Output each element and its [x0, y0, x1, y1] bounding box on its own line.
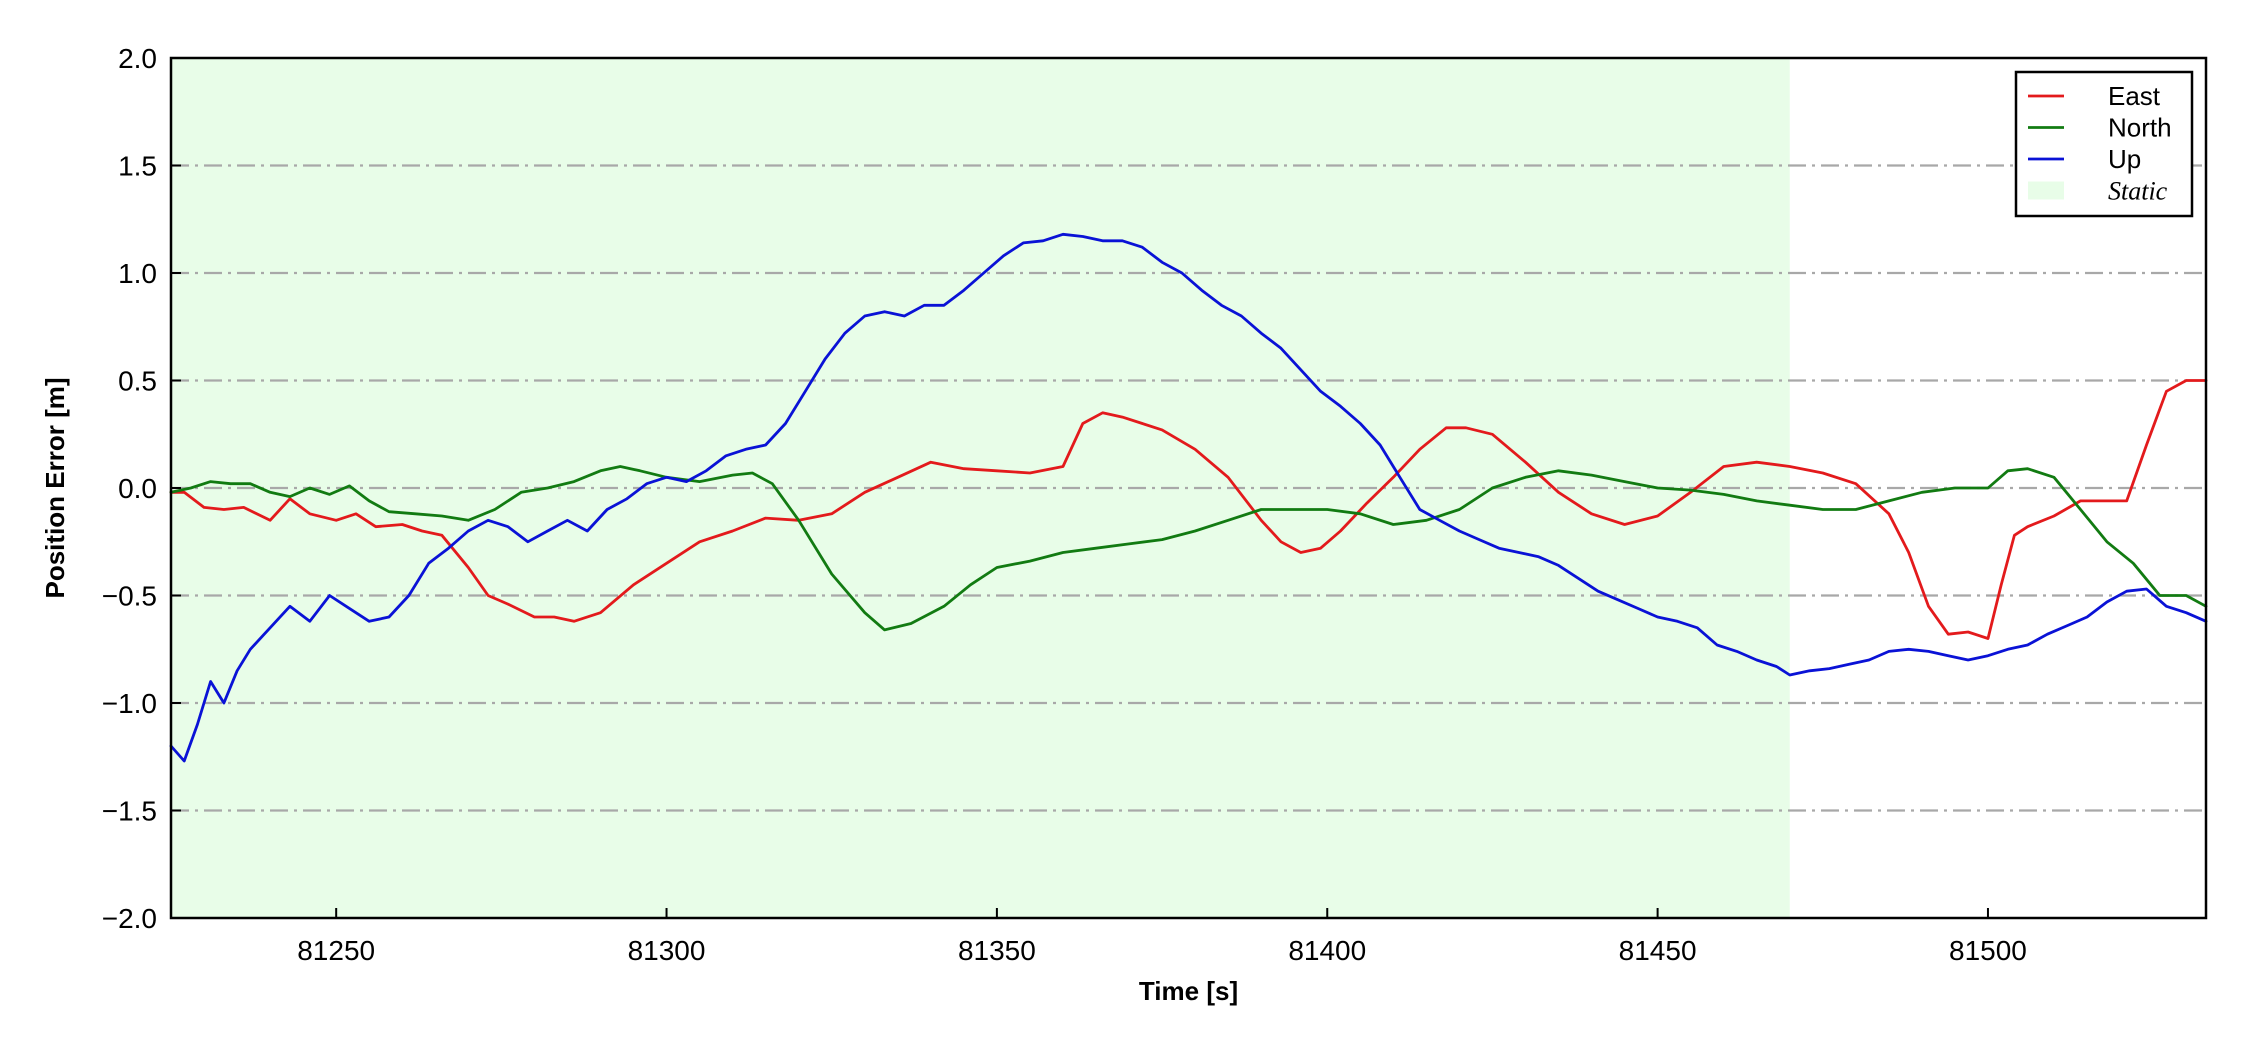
y-tick-label: −1.5 — [102, 796, 157, 827]
x-tick-label: 81300 — [628, 935, 706, 966]
y-tick-label: −1.0 — [102, 688, 157, 719]
y-tick-label: 2.0 — [118, 43, 157, 74]
y-axis-title: Position Error [m] — [40, 377, 70, 598]
y-tick-label: −0.5 — [102, 581, 157, 612]
y-tick-label: 0.5 — [118, 366, 157, 397]
x-tick-label: 81250 — [297, 935, 375, 966]
grid-layer — [171, 164, 2206, 812]
x-tick-label: 81500 — [1949, 935, 2027, 966]
y-tick-label: 1.0 — [118, 258, 157, 289]
x-tick-label: 81450 — [1619, 935, 1697, 966]
x-tick-label: 81350 — [958, 935, 1036, 966]
tick-layer: 81250 81300 81350 81400 81450 81500 −2.0 −1.5 −1… — [102, 43, 2027, 966]
series-layer — [169, 232, 2208, 763]
y-tick-label: −2.0 — [102, 903, 157, 934]
series-line-north — [169, 465, 2208, 632]
series-line-up — [169, 232, 2208, 763]
x-axis-title: Time [s] — [1139, 976, 1238, 1006]
y-tick-label: 0.0 — [118, 473, 157, 504]
legend-label-north: North — [2108, 113, 2172, 143]
legend-label-up: Up — [2108, 144, 2141, 174]
y-tick-label: 1.5 — [118, 151, 157, 182]
legend-label-static: Static — [2108, 177, 2168, 206]
x-tick-label: 81400 — [1288, 935, 1366, 966]
legend-swatch-static — [2028, 181, 2064, 200]
legend-label-east: East — [2108, 81, 2161, 111]
